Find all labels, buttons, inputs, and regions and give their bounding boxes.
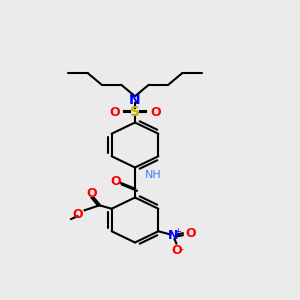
Text: +: + <box>174 227 181 236</box>
Text: O: O <box>109 106 120 119</box>
Text: N: N <box>168 229 178 242</box>
Text: -: - <box>180 244 184 254</box>
Text: NH: NH <box>145 170 161 180</box>
Text: S: S <box>130 106 140 119</box>
Text: O: O <box>72 208 83 221</box>
Text: O: O <box>171 244 182 257</box>
Text: O: O <box>111 175 122 188</box>
Text: O: O <box>86 187 97 200</box>
Text: O: O <box>186 227 196 240</box>
Text: N: N <box>129 93 141 107</box>
Text: O: O <box>150 106 161 119</box>
